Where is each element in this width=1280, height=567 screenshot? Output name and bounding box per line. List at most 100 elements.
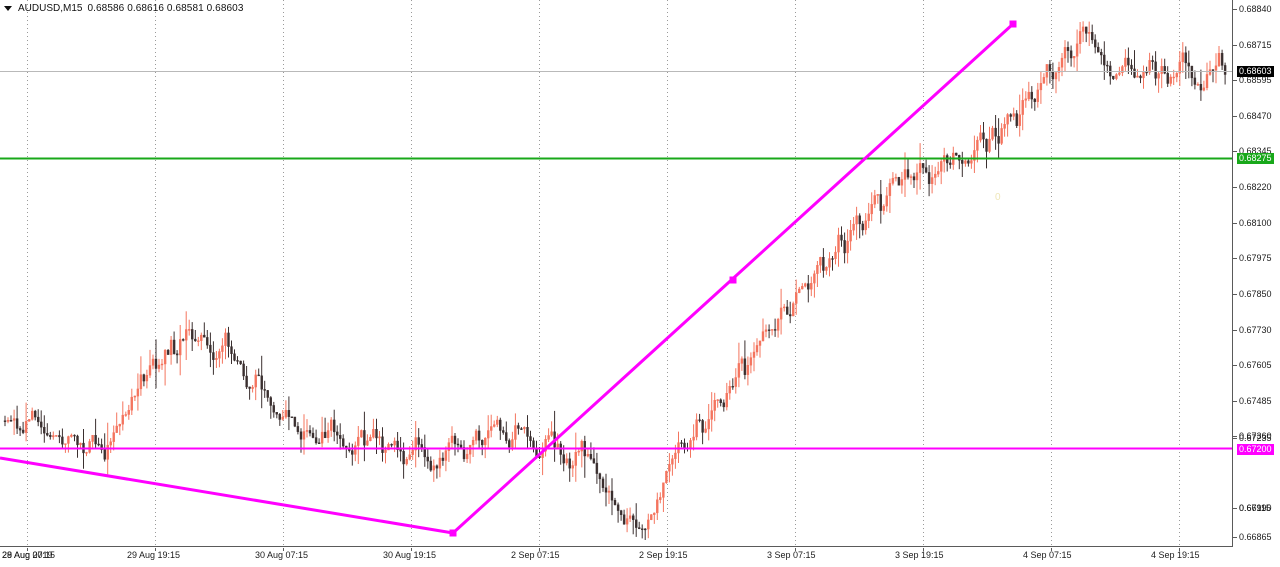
time-tick-mark (923, 548, 924, 551)
candle-body (221, 345, 224, 352)
candle-body (414, 437, 417, 451)
price-tick: 0.66990 (1233, 503, 1280, 514)
candle-body (849, 229, 852, 242)
candle-body (1063, 47, 1067, 59)
green-level-badge[interactable]: 0.68275 (1237, 153, 1274, 164)
candle-body (206, 337, 209, 346)
candle-body (1136, 75, 1139, 78)
candle-body (616, 504, 620, 511)
candle-body (641, 528, 644, 530)
candle-body (1060, 57, 1064, 68)
candle-body (24, 421, 28, 433)
candle-body (502, 430, 505, 433)
candle-body (163, 350, 167, 365)
candle-body (1133, 68, 1136, 78)
candle-body (1166, 72, 1169, 84)
candle-body (825, 267, 828, 271)
candle-body (843, 240, 846, 254)
candle-body (1027, 91, 1031, 100)
candle-body (423, 447, 426, 458)
candle-body (852, 223, 855, 231)
candle-body (767, 329, 771, 331)
candle-body (302, 431, 306, 440)
candle-body (67, 436, 70, 444)
time-axis[interactable]: 28 Aug 2019 29 Aug 07:15 29 Aug 19:15 30 Au… (0, 548, 1233, 567)
trendline-handle-bottom[interactable] (449, 529, 457, 537)
candle-body (728, 386, 731, 394)
candle-body (822, 257, 825, 271)
candle-body (227, 332, 230, 347)
candle-body (15, 418, 19, 429)
candle-body (97, 443, 100, 446)
candle-body (399, 449, 402, 452)
candle-body (779, 307, 783, 320)
candle-body (181, 339, 185, 341)
candle-body (695, 419, 698, 438)
caret-down-icon[interactable] (4, 6, 12, 11)
trendlines[interactable] (0, 22, 1015, 535)
time-tick-label: 3 Sep 19:15 (895, 550, 944, 560)
candle-body (85, 452, 88, 454)
chart-plot-area[interactable]: 0 (0, 0, 1233, 547)
candle-body (894, 177, 898, 179)
candle-body (133, 395, 137, 398)
candle-body (1160, 66, 1163, 74)
candle-body (1157, 73, 1160, 79)
price-tick-mark (1233, 436, 1237, 437)
chart-canvas[interactable] (0, 0, 1232, 546)
time-tick-label: 4 Sep 07:15 (1023, 550, 1072, 560)
candle-body (64, 443, 67, 445)
candle-body (514, 425, 517, 440)
candle-body (1006, 114, 1009, 125)
trendline-handles[interactable] (449, 20, 1017, 537)
candle-body (375, 429, 378, 439)
candle-body (882, 205, 885, 211)
symbol-header: AUDUSD,M15 0.68586 0.68616 0.68581 0.686… (4, 2, 244, 15)
candle-body (795, 292, 798, 304)
candle-body (450, 435, 454, 443)
candle-body (1172, 76, 1175, 79)
candle-body (305, 430, 309, 432)
candle-body (511, 439, 514, 448)
candle-body (632, 515, 635, 520)
price-tick-mark (1233, 365, 1237, 366)
candle-body (1181, 52, 1185, 63)
candle-body (21, 429, 25, 433)
candle-body (323, 431, 327, 439)
candle-body (453, 435, 457, 445)
candle-body (266, 390, 269, 398)
horizontal-levels[interactable] (0, 71, 1232, 450)
candle-body (200, 334, 203, 341)
candle-body (3, 420, 7, 422)
candle-body (187, 329, 191, 331)
trendline-handle-top[interactable] (1009, 20, 1017, 28)
magenta-level-badge[interactable]: 0.67200 (1237, 444, 1274, 455)
order-marker: 0 (995, 192, 1001, 203)
price-axis[interactable]: 0.68840 0.68715 0.68595 0.68470 0.68345 0.682… (1233, 0, 1280, 547)
candle-body (770, 329, 774, 331)
candle-body (801, 286, 804, 290)
candlestick-series[interactable] (3, 21, 1227, 540)
candle-body (487, 430, 490, 439)
descending-trendline[interactable] (0, 456, 454, 535)
candle-body (1142, 71, 1145, 79)
candle-body (12, 418, 16, 421)
candle-body (816, 265, 819, 274)
candle-body (1202, 87, 1206, 91)
price-tick: 0.68595 (1233, 75, 1280, 86)
candle-body (520, 428, 523, 430)
price-tick-mark (1233, 508, 1237, 509)
price-tick-mark (1233, 187, 1237, 188)
trendline-handle-mid[interactable] (729, 276, 737, 284)
candle-body (1187, 62, 1191, 67)
candle-body (31, 410, 34, 420)
candle-body (230, 346, 233, 355)
candle-body (145, 375, 149, 382)
candle-body (342, 438, 345, 447)
last-price-badge[interactable]: 0.68603 (1237, 66, 1274, 77)
candle-body (861, 223, 864, 231)
candle-body (647, 519, 650, 530)
price-tick-label: 0.67485 (1239, 396, 1272, 406)
candle-body (737, 363, 741, 378)
price-tick-label: 0.66865 (1239, 532, 1272, 542)
